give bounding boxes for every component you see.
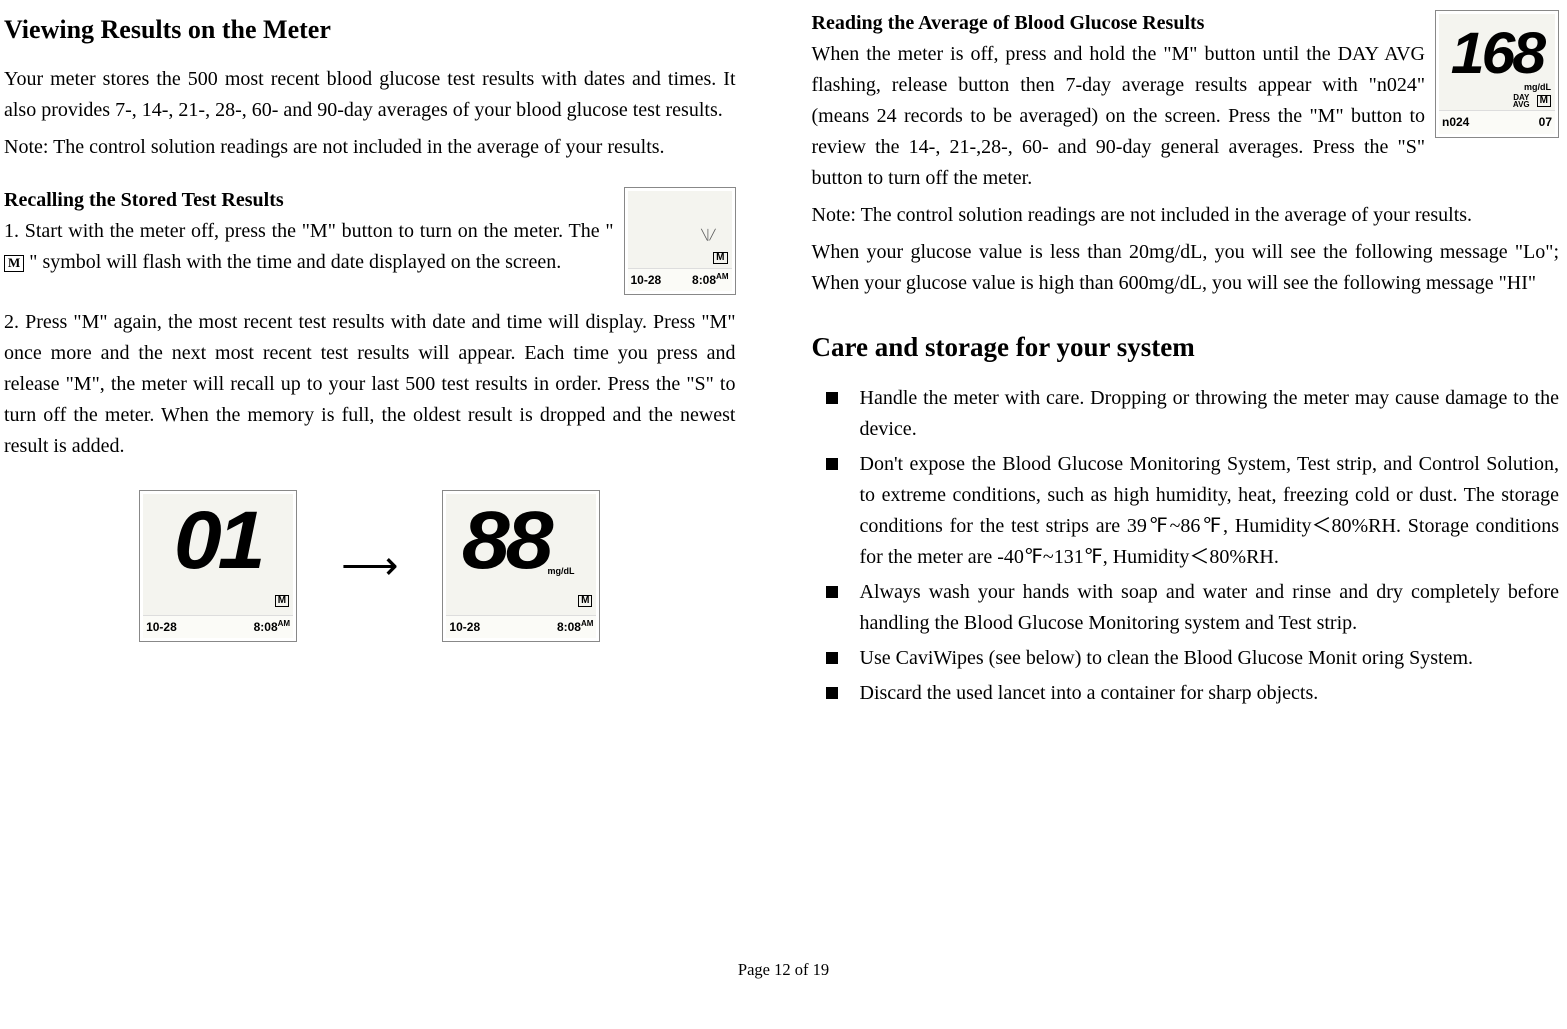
list-item: Always wash your hands with soap and wat… — [812, 577, 1560, 639]
lcd-days: 07 — [1539, 113, 1552, 132]
lcd-unit: mg/dL — [548, 567, 575, 576]
lcd-screen: 01 M 10-28 8:08AM — [143, 494, 293, 638]
care-bullet-list: Handle the meter with care. Dropping or … — [812, 383, 1560, 709]
lcd-date: 10-28 — [146, 618, 177, 637]
memory-icon: M — [275, 595, 289, 607]
lcd-time: 8:08AM — [557, 618, 593, 637]
lcd-time: 8:08AM — [692, 271, 728, 290]
intro-paragraph-1: Your meter stores the 500 most recent bl… — [4, 64, 736, 126]
lo-hi-paragraph: When your glucose value is less than 20m… — [812, 237, 1560, 299]
memory-icon-inline: M — [4, 255, 24, 271]
list-item: Don't expose the Blood Glucose Monitorin… — [812, 449, 1560, 573]
intro-block: Your meter stores the 500 most recent bl… — [4, 64, 736, 163]
lcd-recall-figure: ╲│╱ M 10-28 8:08AM — [624, 187, 736, 295]
lcd-footer: 10-28 8:08AM — [143, 615, 293, 639]
list-item: Discard the used lancet into a container… — [812, 678, 1560, 709]
lcd-seq-2: 88 mg/dL M 10-28 8:08AM — [442, 490, 600, 642]
lcd-seq-1: 01 M 10-28 8:08AM — [139, 490, 297, 642]
heading-viewing-results: Viewing Results on the Meter — [4, 10, 736, 50]
lcd-screen: 168 mg/dL DAYAVG M n024 07 — [1439, 14, 1555, 134]
lcd-reading: 01 — [174, 500, 261, 582]
lcd-screen: 88 mg/dL M 10-28 8:08AM — [446, 494, 596, 638]
recall-step-1b: " symbol will flash with the time and da… — [24, 251, 561, 273]
arrow-icon: ⟶ — [341, 546, 398, 586]
lcd-reading: 168 — [1451, 25, 1543, 83]
list-item: Handle the meter with care. Dropping or … — [812, 383, 1560, 445]
lcd-footer: 10-28 8:08AM — [628, 268, 732, 292]
lcd-sequence-figure: 01 M 10-28 8:08AM ⟶ 88 mg/dL M — [4, 490, 736, 642]
lcd-footer: n024 07 — [1439, 110, 1555, 134]
right-column: 168 mg/dL DAYAVG M n024 07 Reading the A… — [784, 8, 1564, 960]
lcd-footer: 10-28 8:08AM — [446, 615, 596, 639]
subheading-recalling: Recalling the Stored Test Results — [4, 189, 284, 211]
lcd-reading: 88 — [462, 500, 549, 582]
memory-icon: M — [713, 252, 727, 264]
subheading-reading-average: Reading the Average of Blood Glucose Res… — [812, 12, 1205, 34]
lcd-date: 10-28 — [449, 618, 480, 637]
heading-care-storage: Care and storage for your system — [812, 327, 1560, 369]
lcd-time: 8:08AM — [254, 618, 290, 637]
left-column: Viewing Results on the Meter Your meter … — [4, 8, 784, 960]
recall-step-1a: 1. Start with the meter off, press the "… — [4, 220, 614, 242]
recall-step-2: 2. Press "M" again, the most recent test… — [4, 307, 736, 462]
day-avg-icon: DAYAVG — [1513, 94, 1530, 108]
lcd-frame: ╲│╱ M 10-28 8:08AM — [624, 187, 736, 295]
lcd-screen: ╲│╱ M 10-28 8:08AM — [628, 191, 732, 291]
flash-icon: ╲│╱ — [701, 228, 713, 244]
lcd-n-records: n024 — [1442, 113, 1469, 132]
lcd-date: 10-28 — [631, 271, 662, 290]
avg-note: Note: The control solution readings are … — [812, 200, 1560, 231]
lcd-frame: 168 mg/dL DAYAVG M n024 07 — [1435, 10, 1559, 138]
intro-paragraph-2: Note: The control solution readings are … — [4, 132, 736, 163]
memory-icon: M — [578, 595, 592, 607]
page-footer: Page 12 of 19 — [0, 960, 1567, 980]
page-columns: Viewing Results on the Meter Your meter … — [0, 0, 1567, 960]
memory-icon: M — [1537, 95, 1551, 107]
list-item: Use CaviWipes (see below) to clean the B… — [812, 643, 1560, 674]
avg-paragraph-1: When the meter is off, press and hold th… — [812, 43, 1426, 189]
lcd-average-figure: 168 mg/dL DAYAVG M n024 07 — [1435, 10, 1559, 138]
